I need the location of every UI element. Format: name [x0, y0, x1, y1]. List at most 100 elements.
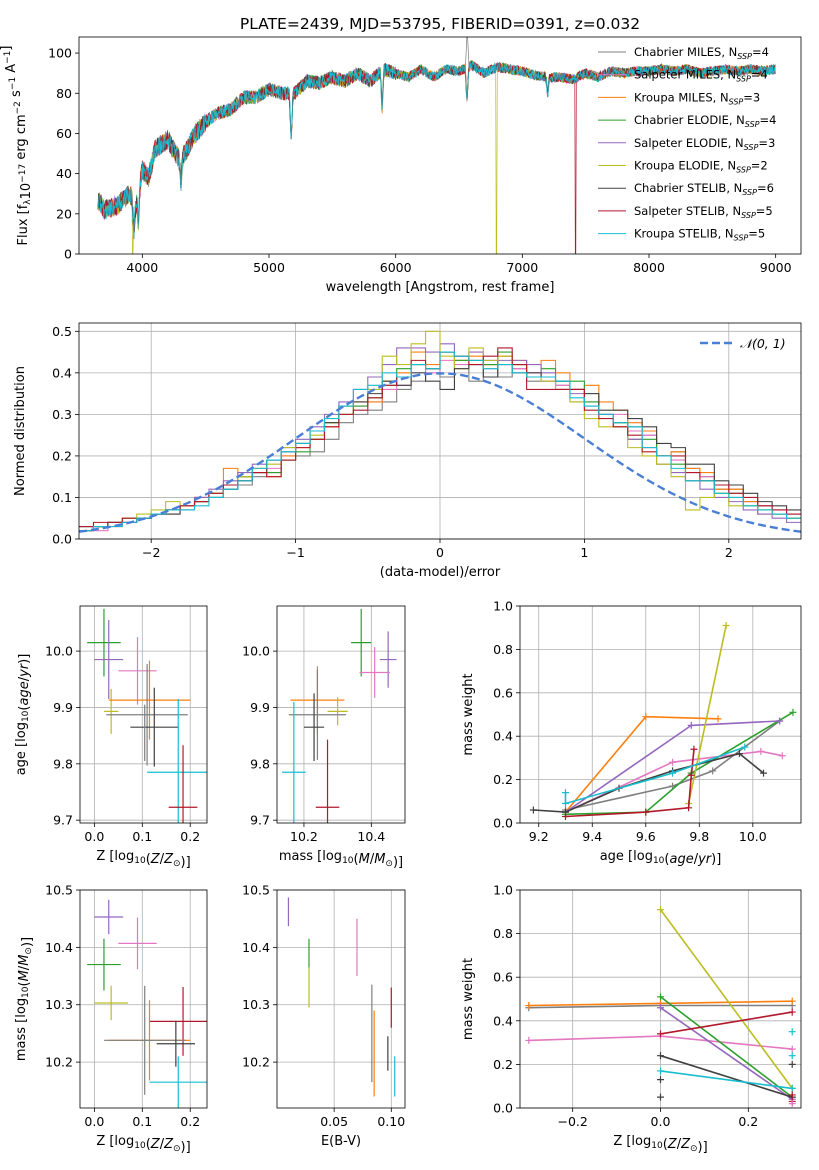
legend-label-sub: SSP	[736, 75, 751, 84]
weight-marker	[657, 906, 664, 914]
label-part: ]	[0, 46, 14, 51]
label-part: 10	[134, 1141, 146, 1151]
weight-marker	[778, 752, 786, 760]
label-part: ⊙	[690, 1144, 698, 1154]
age-vs-Z-frame	[79, 605, 208, 824]
spectrum-ylabel: Flux [fλ10−17 erg cm−2 s−1 A−1]	[0, 46, 34, 246]
spectrum-ytick-label: 40	[56, 166, 72, 181]
spectrum-line-kroupa-stelib	[97, 61, 776, 238]
label-part: A	[4, 64, 19, 77]
residuals-axes: −2 −1 0 1 2 0.0 0.1 0.2 0.3 0.4 0.5	[52, 323, 801, 560]
weight-vs-age-ytick-label: 0.6	[493, 685, 513, 700]
label-part: ⊙	[173, 1144, 181, 1154]
weight-line-chabrier-stelib	[657, 1052, 796, 1101]
weight-marker	[657, 1030, 664, 1038]
label-part: )]	[698, 1140, 708, 1155]
spectrum-xtick-label: 9000	[760, 260, 792, 275]
weight-line	[533, 752, 765, 813]
weight-vs-age-ytick-label: 0.8	[493, 642, 513, 657]
errorbar-point	[87, 608, 121, 677]
mass-vs-Z-xtick-label: 0.0	[84, 1114, 104, 1129]
label-part: )]	[20, 937, 35, 947]
spectrum-xtick-label: 7000	[506, 260, 538, 275]
age-vs-mass-xlabel: mass [log10(M/M⊙)]	[279, 849, 403, 870]
hist-kroupa-stelib	[79, 351, 801, 532]
label-part: age [log	[14, 722, 29, 775]
age-vs-mass-xtick-label: 10.2	[290, 829, 318, 844]
residuals-xtick-label: −2	[142, 545, 160, 560]
spectrum-xtick-label: 6000	[380, 260, 412, 275]
weight-vs-Z-ytick-label: 1.0	[493, 883, 513, 898]
legend-entry: Salpeter MILES, NSSP=4	[598, 68, 768, 84]
residuals-ytick-label: 0.3	[52, 407, 72, 422]
errorbar-point	[94, 620, 124, 699]
spectrum-xtick-label: 4000	[126, 260, 158, 275]
spectrum-frame	[78, 36, 802, 255]
errorbar-point	[156, 1020, 196, 1067]
mass-vs-Z-xlabel: Z [log10(Z/Z⊙)]	[96, 1134, 190, 1155]
weight-vs-Z-frame	[519, 889, 802, 1109]
legend-label-main: Kroupa MILES, N	[634, 90, 729, 104]
weight-marker	[525, 1002, 533, 1010]
weight-marker	[669, 758, 677, 766]
mass-vs-Z-ytick-label: 10.2	[45, 1055, 73, 1070]
mass-vs-ebv-xlabel: E(B-V)	[321, 1134, 361, 1149]
label-part: M	[17, 955, 32, 966]
legend-entry: Chabrier ELODIE, NSSP=4	[598, 113, 776, 129]
mass-vs-ebv-ytick-label: 10.2	[242, 1055, 270, 1070]
legend-label-count: =5	[756, 204, 773, 218]
label-part: )]	[17, 654, 32, 664]
label-part: (	[17, 981, 32, 986]
errorbar-point	[87, 938, 121, 991]
label-part: ⊙	[173, 859, 181, 869]
legend-label-main: Salpeter MILES, N	[634, 68, 736, 82]
label-part: (	[354, 852, 359, 867]
errorbar-point	[118, 637, 157, 705]
residuals-ylabel: Normed distribution	[13, 366, 28, 496]
legend-label-sub: SSP	[734, 234, 749, 243]
label-part: /	[17, 965, 32, 970]
residuals-series	[79, 330, 801, 533]
legend-label-main: Kroupa STELIB, N	[634, 227, 734, 241]
legend-label-count: =2	[751, 159, 768, 173]
weight-marker	[657, 1076, 664, 1084]
label-part: 10	[342, 856, 354, 866]
weight-marker	[735, 750, 743, 758]
label-part: Z	[163, 852, 174, 867]
label-part: /	[694, 852, 699, 867]
legend-entry: Kroupa MILES, NSSP=3	[598, 90, 760, 106]
residuals-xtick-label: 0	[436, 545, 444, 560]
spectrum-ytick-label: 100	[48, 46, 72, 61]
mass-vs-ebv-ytick-label: 10.3	[242, 997, 270, 1012]
weight-line-salpeter-miles	[561, 747, 786, 816]
age-vs-mass-ytick-label: 9.7	[250, 813, 270, 828]
errorbar-point	[168, 745, 198, 823]
weight-marker	[788, 1052, 796, 1060]
weight-line-chabrier-elodie	[561, 708, 797, 818]
mass-vs-Z-xtick-label: 0.2	[180, 1114, 200, 1129]
residuals-xtick-label: −1	[286, 545, 304, 560]
label-part: /	[370, 852, 375, 867]
label-part: mass [log	[14, 998, 29, 1061]
legend-label-sub: SSP	[741, 211, 756, 220]
age-vs-mass-ytick-label: 9.9	[250, 700, 270, 715]
legend-label: Chabrier ELODIE, NSSP=4	[634, 113, 776, 129]
residuals-xtick-label: 1	[580, 545, 588, 560]
weight-line	[565, 720, 781, 811]
mass-vs-Z-ytick-label: 10.3	[45, 997, 73, 1012]
residuals-frame	[78, 322, 802, 540]
label-part: /	[160, 852, 165, 867]
legend-label-main: Chabrier MILES, N	[634, 45, 737, 59]
errorbar-point	[130, 687, 179, 767]
weight-marker	[714, 715, 722, 723]
label-part: s	[9, 90, 24, 101]
weight-marker	[789, 708, 797, 716]
legend-label-count: =4	[751, 68, 768, 82]
weight-vs-age-xtick-label: 9.4	[582, 829, 602, 844]
weight-line	[660, 1011, 793, 1035]
legend-label-main: Salpeter ELODIE, N	[634, 136, 744, 150]
weight-marker	[788, 1045, 796, 1053]
weight-line	[660, 996, 793, 1098]
weight-line	[687, 625, 727, 804]
figure-title: PLATE=2439, MJD=53795, FIBERID=0391, z=0…	[240, 15, 640, 33]
